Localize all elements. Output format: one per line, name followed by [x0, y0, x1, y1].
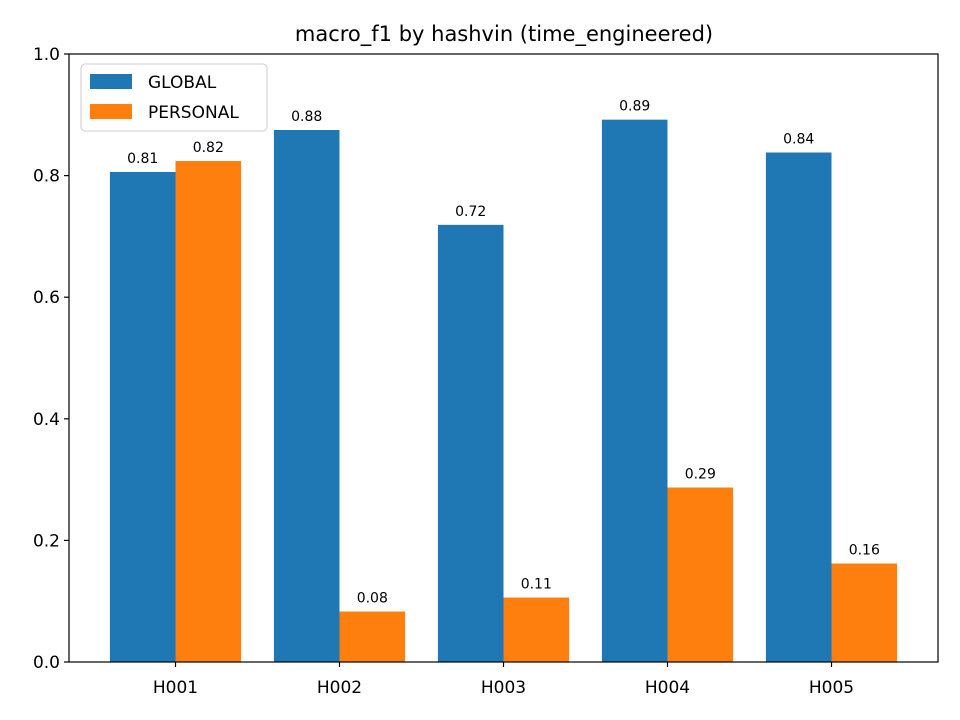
- chart-title: macro_f1 by hashvin (time_engineered): [295, 22, 713, 47]
- legend-label-global: GLOBAL: [148, 73, 217, 93]
- legend-swatch-personal: [90, 104, 132, 119]
- bar-global-h001: [109, 171, 176, 662]
- y-tick-label: 0.8: [33, 167, 60, 187]
- y-tick-label: 1.0: [33, 45, 60, 65]
- legend-label-personal: PERSONAL: [148, 103, 239, 123]
- bar-value-label: 0.89: [619, 99, 650, 115]
- bar-personal-h005: [831, 563, 898, 662]
- y-tick-label: 0.6: [33, 288, 60, 308]
- bar-value-labels: 0.81 0.82 0.88 0.08 0.72 0.11 0.89 0.29 0.84 0.16: [127, 99, 880, 607]
- bar-value-label: 0.08: [357, 591, 388, 607]
- bar-global-h003: [437, 224, 504, 662]
- axis-ticks: 0.0 0.2 0.4 0.6 0.8 1.0 H001 H002 H003 H004 H005: [33, 45, 854, 698]
- bar-value-label: 0.16: [849, 543, 880, 559]
- x-tick-label: H005: [809, 678, 854, 698]
- bar-value-label: 0.82: [193, 140, 224, 156]
- x-tick-label: H003: [481, 678, 526, 698]
- bar-global-h005: [765, 152, 832, 662]
- bar-global-h002: [273, 130, 340, 662]
- x-tick-label: H004: [645, 678, 690, 698]
- y-tick-label: 0.4: [33, 410, 60, 430]
- x-tick-label: H001: [153, 678, 198, 698]
- bar-global-h004: [601, 119, 668, 662]
- bar-personal-h004: [667, 487, 734, 662]
- legend-swatch-global: [90, 74, 132, 89]
- legend: GLOBAL PERSONAL: [80, 63, 268, 132]
- y-tick-label: 0.2: [33, 531, 60, 551]
- y-tick-label: 0.0: [33, 653, 60, 673]
- plot-frame: [68, 53, 939, 663]
- x-tick-label: H002: [317, 678, 362, 698]
- bar-personal-h001: [175, 161, 242, 662]
- bar-value-label: 0.72: [455, 204, 486, 220]
- bar-value-label: 0.81: [127, 151, 158, 167]
- bar-value-label: 0.29: [685, 467, 716, 483]
- bar-value-label: 0.11: [521, 577, 552, 593]
- bar-value-label: 0.88: [291, 109, 322, 125]
- bar-personal-h003: [503, 597, 570, 662]
- bar-personal-h002: [339, 611, 406, 662]
- bars: [109, 119, 898, 662]
- bar-value-label: 0.84: [783, 131, 814, 147]
